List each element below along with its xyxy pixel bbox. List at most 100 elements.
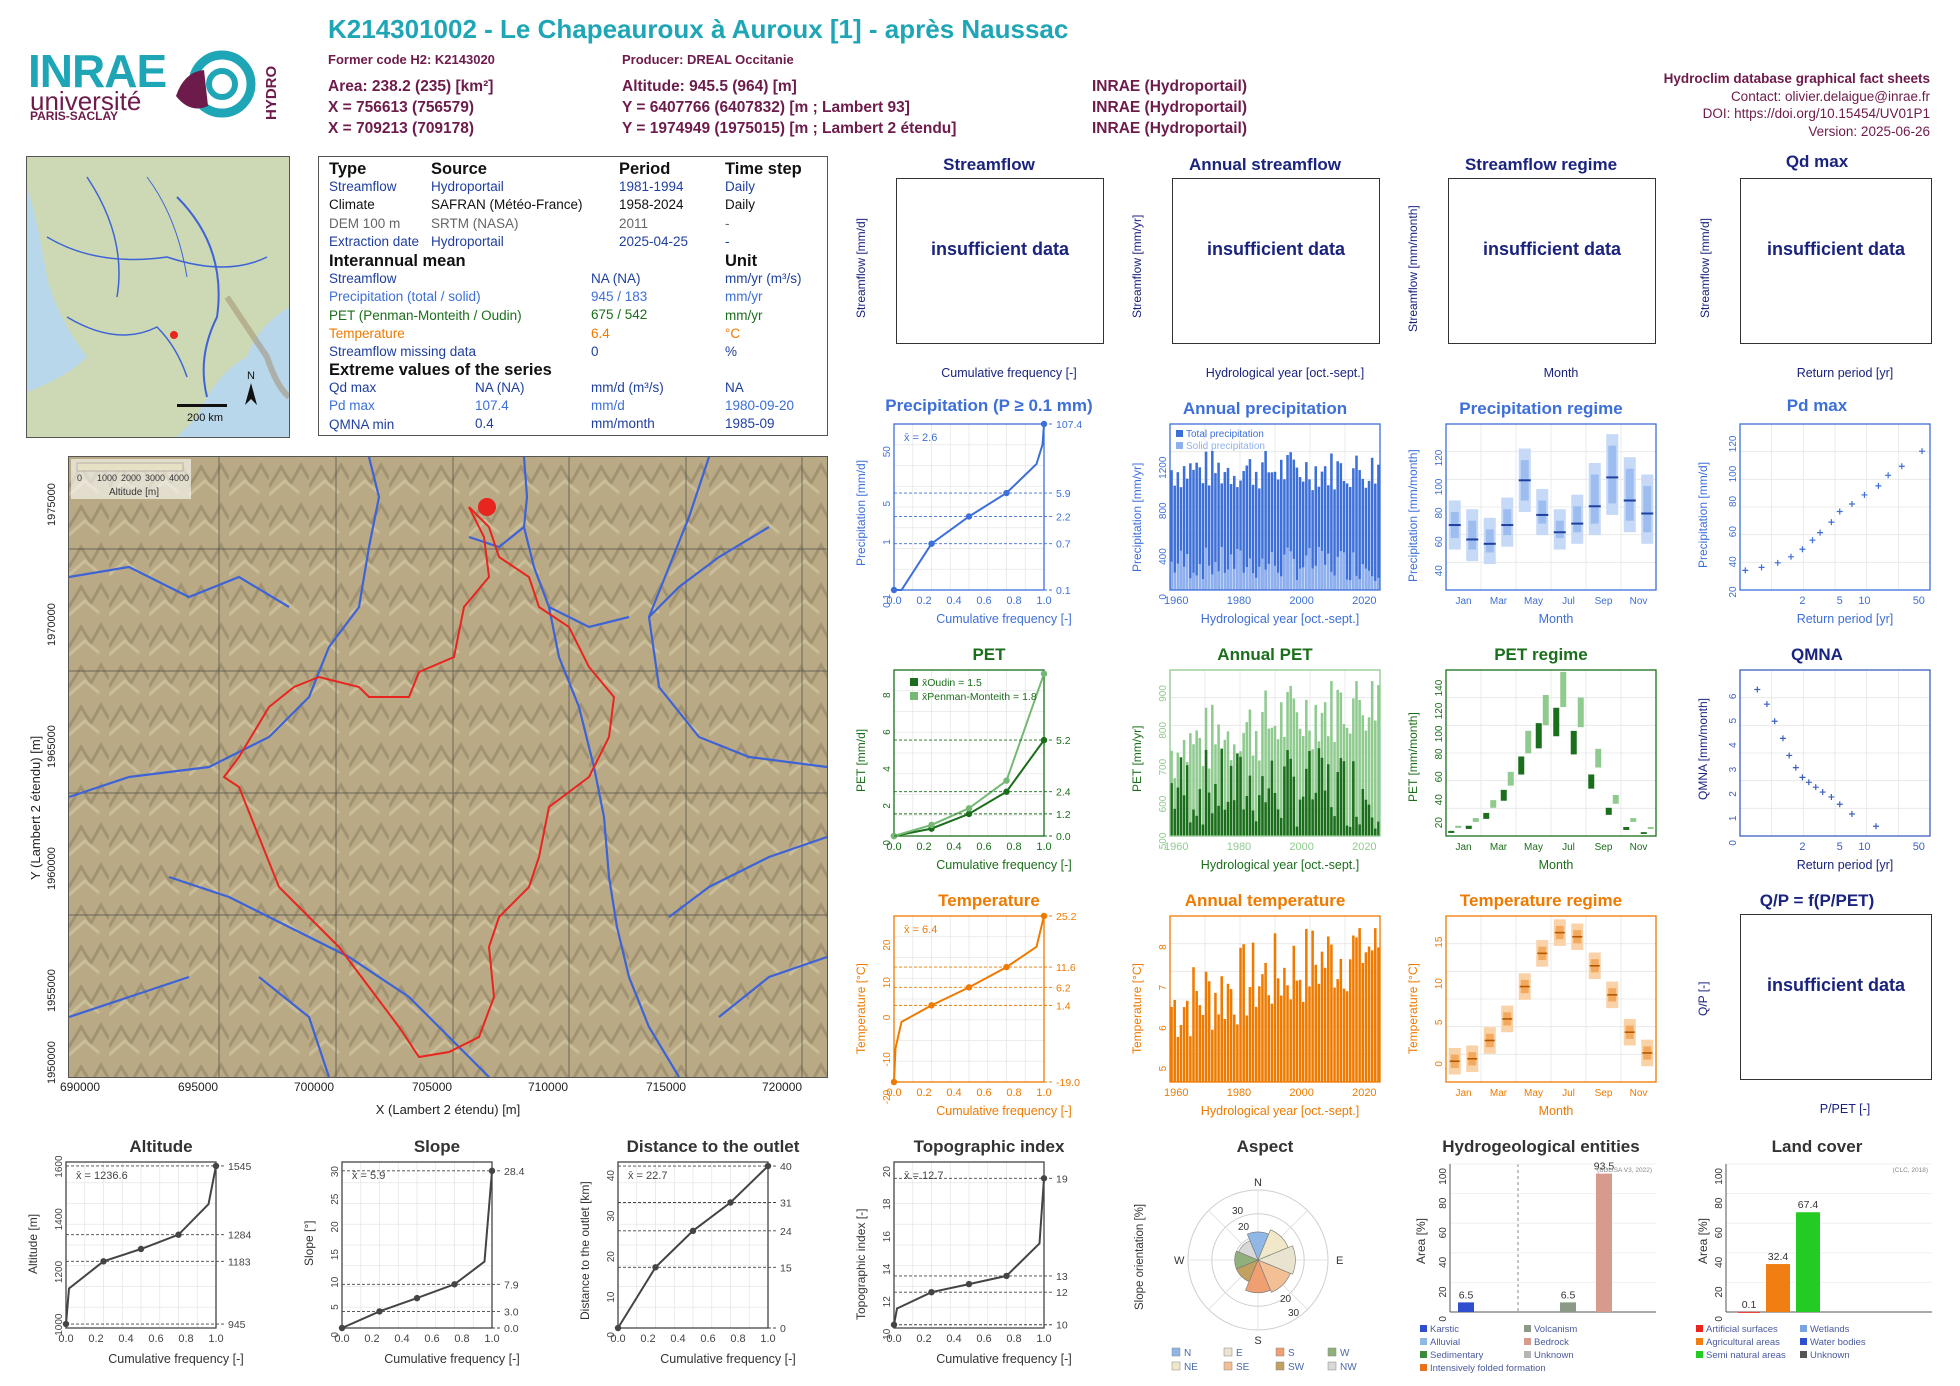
bar	[1336, 689, 1339, 836]
topo-xticks: 690000 695000 700000 705000 710000 71500…	[60, 1080, 803, 1094]
aspect-panel: Aspect N S E W 30 20 20 30 N E S W NE SE SW NW Slope or…	[1130, 1134, 1400, 1374]
tick-label: 2020	[1352, 841, 1376, 853]
bar	[1317, 486, 1321, 590]
legend-label: Volcanism	[1534, 1324, 1577, 1335]
tick-label: 20	[1728, 586, 1739, 598]
bar	[1355, 455, 1358, 590]
bar	[1176, 563, 1180, 590]
legend-label: Wetlands	[1810, 1324, 1850, 1335]
hydro-logo: HYDRO	[176, 50, 280, 120]
bar	[1327, 553, 1330, 590]
bar	[1283, 554, 1286, 590]
altitude-chart: 0.0 0.2 0.4 0.6 0.8 1.0 1000 1200 1400 1600 1545 12…	[54, 1156, 252, 1345]
bar	[1283, 479, 1286, 590]
bar	[1314, 704, 1318, 836]
tick-label: 0.4	[670, 1333, 685, 1345]
tick-label: Sep	[1595, 596, 1613, 607]
bar	[1766, 1264, 1790, 1312]
tick-label: 1.0	[208, 1333, 223, 1345]
bar	[1289, 758, 1292, 836]
tick-label: 0	[882, 1014, 893, 1020]
legend-swatch	[1696, 1351, 1703, 1358]
bar	[1214, 783, 1217, 836]
tick-label: Mar	[1490, 1088, 1508, 1099]
bar	[1276, 572, 1280, 590]
tick-label: 0.4	[946, 595, 961, 607]
bar	[1170, 561, 1173, 590]
temperature-regime-chart: Jan Mar May Jul Sep Nov 0 5 10 15	[1434, 915, 1657, 1099]
box	[1518, 756, 1525, 775]
rivers	[69, 457, 827, 1077]
data-point	[1799, 546, 1806, 553]
temperature-cdf-chart: 0.0 0.2 0.4 0.6 0.8 1.0 -20 -10 0 10 20 25.2 11.6 6.2…	[882, 911, 1080, 1104]
bar	[1345, 483, 1349, 590]
bar	[1339, 958, 1343, 1082]
tick-label: 5	[1837, 595, 1843, 607]
bar	[1204, 749, 1208, 836]
bar	[1374, 720, 1377, 836]
tick-label: 0.2	[640, 1333, 655, 1345]
bar	[1192, 572, 1195, 590]
bar	[1254, 731, 1258, 836]
tick-label: E	[1336, 1255, 1343, 1267]
box	[1490, 800, 1497, 808]
bar	[1298, 568, 1302, 590]
data-point	[1786, 752, 1793, 759]
info-table: Type Streamflow Climate DEM 100 m Extrac…	[318, 156, 828, 436]
plot-frame	[1445, 669, 1657, 837]
bar	[1267, 788, 1270, 836]
tick-label: 0	[1714, 1316, 1725, 1322]
bar	[1245, 465, 1249, 590]
rose-sector	[1238, 1240, 1259, 1261]
bar	[1267, 472, 1270, 590]
box	[1507, 771, 1514, 786]
tick-label: 0.0	[886, 1333, 901, 1345]
quantile-point	[1040, 670, 1048, 677]
box	[1468, 520, 1477, 550]
tick-label: 0.8	[1006, 1087, 1021, 1099]
bar	[1327, 764, 1330, 836]
bar	[1248, 459, 1252, 590]
tick-label: W	[1174, 1255, 1185, 1267]
tick-label: 10	[882, 1328, 893, 1340]
bar	[1292, 945, 1296, 1082]
bar	[1320, 550, 1324, 590]
legend-swatch	[1696, 1338, 1703, 1345]
bar	[1355, 575, 1358, 590]
bar	[1258, 795, 1261, 836]
tick-label: 80	[1438, 1197, 1449, 1209]
data-point	[1898, 463, 1905, 470]
bar	[1179, 757, 1183, 836]
bar	[1176, 472, 1180, 590]
box	[1538, 500, 1547, 524]
rose-sector	[1257, 1259, 1291, 1293]
bar	[1192, 469, 1195, 590]
box	[1455, 825, 1462, 828]
tick-label: 20	[882, 1166, 893, 1178]
header-mid-block: Altitude: 945.5 (964) [m] Y = 6407766 (6…	[622, 76, 956, 139]
scale-bar	[177, 404, 227, 407]
bar	[1245, 796, 1249, 836]
bar	[1345, 727, 1349, 836]
bar	[1317, 983, 1321, 1082]
tick-label: 800	[1158, 502, 1169, 519]
tick-label: 1960	[1164, 841, 1188, 853]
bar	[1377, 685, 1380, 836]
y-lambert2: Y = 1974949 (1975015) [m ; Lambert 2 éte…	[622, 120, 957, 137]
tick-label: 10	[1434, 978, 1445, 990]
tick-label: 0.2	[88, 1333, 103, 1345]
tick-label: 0.6	[424, 1333, 439, 1345]
bar	[1229, 554, 1233, 590]
bar	[1220, 748, 1223, 836]
bar	[1251, 810, 1255, 836]
contact: Contact: olivier.delaigue@inrae.fr	[1730, 88, 1930, 104]
legend-swatch	[1171, 1347, 1181, 1357]
bar	[1370, 950, 1374, 1082]
bar	[1232, 744, 1236, 836]
bar	[1273, 792, 1277, 836]
quantile-point	[1003, 777, 1010, 784]
tick-label: 2000	[1289, 595, 1313, 607]
bar	[1261, 974, 1264, 1082]
bar	[1223, 472, 1227, 590]
bar	[1374, 828, 1377, 836]
